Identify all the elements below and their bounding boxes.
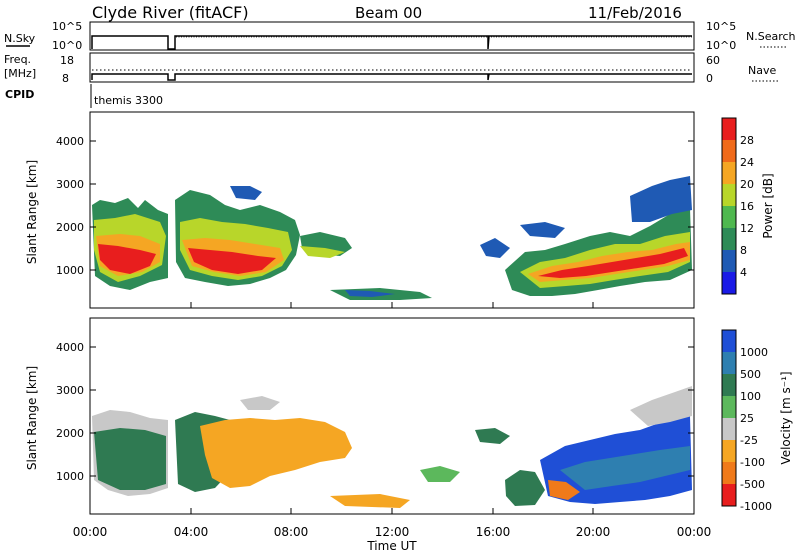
beam-title: Beam 00 [355,4,422,22]
power-cb-5 [722,162,736,184]
velocity-cb-tick-neg25: -25 [740,434,758,447]
velocity-ytick-4000: 4000 [56,341,84,354]
nsearch-top-tick: 10^5 [706,20,736,33]
x-axis: 00:00 04:00 08:00 12:00 16:00 20:00 00:0… [73,508,712,553]
xtick-1600: 16:00 [476,525,511,539]
velocity-cb-5 [722,440,736,462]
freq-strip: Freq. [MHz] 18 8 60 0 Nave [4,52,778,85]
station-title: Clyde River (fitACF) [92,3,249,22]
power-ytick-3000: 3000 [56,178,84,191]
nave-bottom-tick: 0 [706,72,713,85]
power-colorbar: 4 8 12 16 20 24 28 Power [dB] [721,117,775,295]
freq-trace [91,73,692,81]
freq-bottom-tick: 8 [62,72,69,85]
velocity-heatmap [92,386,692,508]
velocity-panel: 1000 2000 3000 4000 Slant Range [km] 00:… [25,317,712,553]
velocity-cb-6 [722,462,736,484]
power-cb-tick-12: 12 [740,222,754,235]
nsearch-label: N.Search [746,30,796,43]
cpid-value: themis 3300 [94,94,163,107]
velocity-cb-4 [722,418,736,440]
power-cb-6 [722,140,736,162]
power-cb-label: Power [dB] [761,173,775,238]
power-cb-tick-24: 24 [740,156,754,169]
nsky-trace [91,35,692,50]
date-title: 11/Feb/2016 [588,4,682,22]
velocity-ytick-1000: 1000 [56,470,84,483]
freq-label: Freq. [4,53,31,66]
velocity-y-axis: 1000 2000 3000 4000 Slant Range [km] [25,341,694,483]
power-x-ticks [89,302,695,308]
xtick-0000: 00:00 [73,525,108,539]
power-cb-tick-8: 8 [740,244,747,257]
power-ytick-2000: 2000 [56,221,84,234]
nsky-top-tick: 10^5 [52,20,82,33]
velocity-ytick-3000: 3000 [56,384,84,397]
power-cb-2 [722,228,736,250]
velocity-cb-tick-neg500: -500 [740,478,765,491]
nave-label: Nave [748,64,776,77]
power-panel: 1000 2000 3000 4000 Slant Range [km] [25,111,695,309]
freq-top-tick: 18 [60,54,74,67]
power-y-axis: 1000 2000 3000 4000 Slant Range [km] [25,135,694,277]
velocity-cb-tick-neg1000: -1000 [740,500,772,513]
nsearch-bottom-tick: 10^0 [706,39,736,52]
velocity-cb-tick-neg100: -100 [740,456,765,469]
velocity-cb-0 [722,330,736,352]
nave-top-tick: 60 [706,54,720,67]
xtick-0400: 04:00 [174,525,209,539]
power-cb-7 [722,118,736,140]
velocity-cb-3 [722,396,736,418]
xtick-2000: 20:00 [576,525,611,539]
velocity-cb-2 [722,374,736,396]
xtick-2400: 00:00 [677,525,712,539]
velocity-cb-tick-500: 500 [740,368,761,381]
velocity-cb-tick-1000: 1000 [740,346,768,359]
power-cb-0 [722,272,736,294]
power-cb-4 [722,184,736,206]
power-ylabel: Slant Range [km] [25,160,39,264]
power-cb-1 [722,250,736,272]
power-cb-tick-4: 4 [740,266,747,279]
velocity-cb-tick-25: 25 [740,412,754,425]
power-cb-tick-28: 28 [740,134,754,147]
power-cb-3 [722,206,736,228]
velocity-ytick-2000: 2000 [56,427,84,440]
velocity-cb-tick-100: 100 [740,390,761,403]
nsky-label: N.Sky [4,32,36,45]
xtick-1200: 12:00 [375,525,410,539]
power-cb-tick-16: 16 [740,200,754,213]
velocity-ylabel: Slant Range [km] [25,366,39,470]
velocity-cb-1 [722,352,736,374]
nsky-bottom-tick: 10^0 [52,39,82,52]
power-heatmap [92,176,692,300]
xaxis-label: Time UT [366,539,417,553]
velocity-cb-7 [722,484,736,506]
cpid-label: CPID [5,88,34,101]
power-ytick-4000: 4000 [56,135,84,148]
freq-unit-label: [MHz] [4,67,36,80]
velocity-cb-label: Velocity [m s⁻¹] [779,371,793,464]
velocity-colorbar: 1000 500 100 25 -25 -100 -500 -1000 Velo… [721,329,793,513]
power-cb-tick-20: 20 [740,178,754,191]
nsky-strip: N.Sky 10^5 10^0 10^5 10^0 N.Search [4,20,796,52]
xtick-0800: 08:00 [274,525,309,539]
power-ytick-1000: 1000 [56,264,84,277]
